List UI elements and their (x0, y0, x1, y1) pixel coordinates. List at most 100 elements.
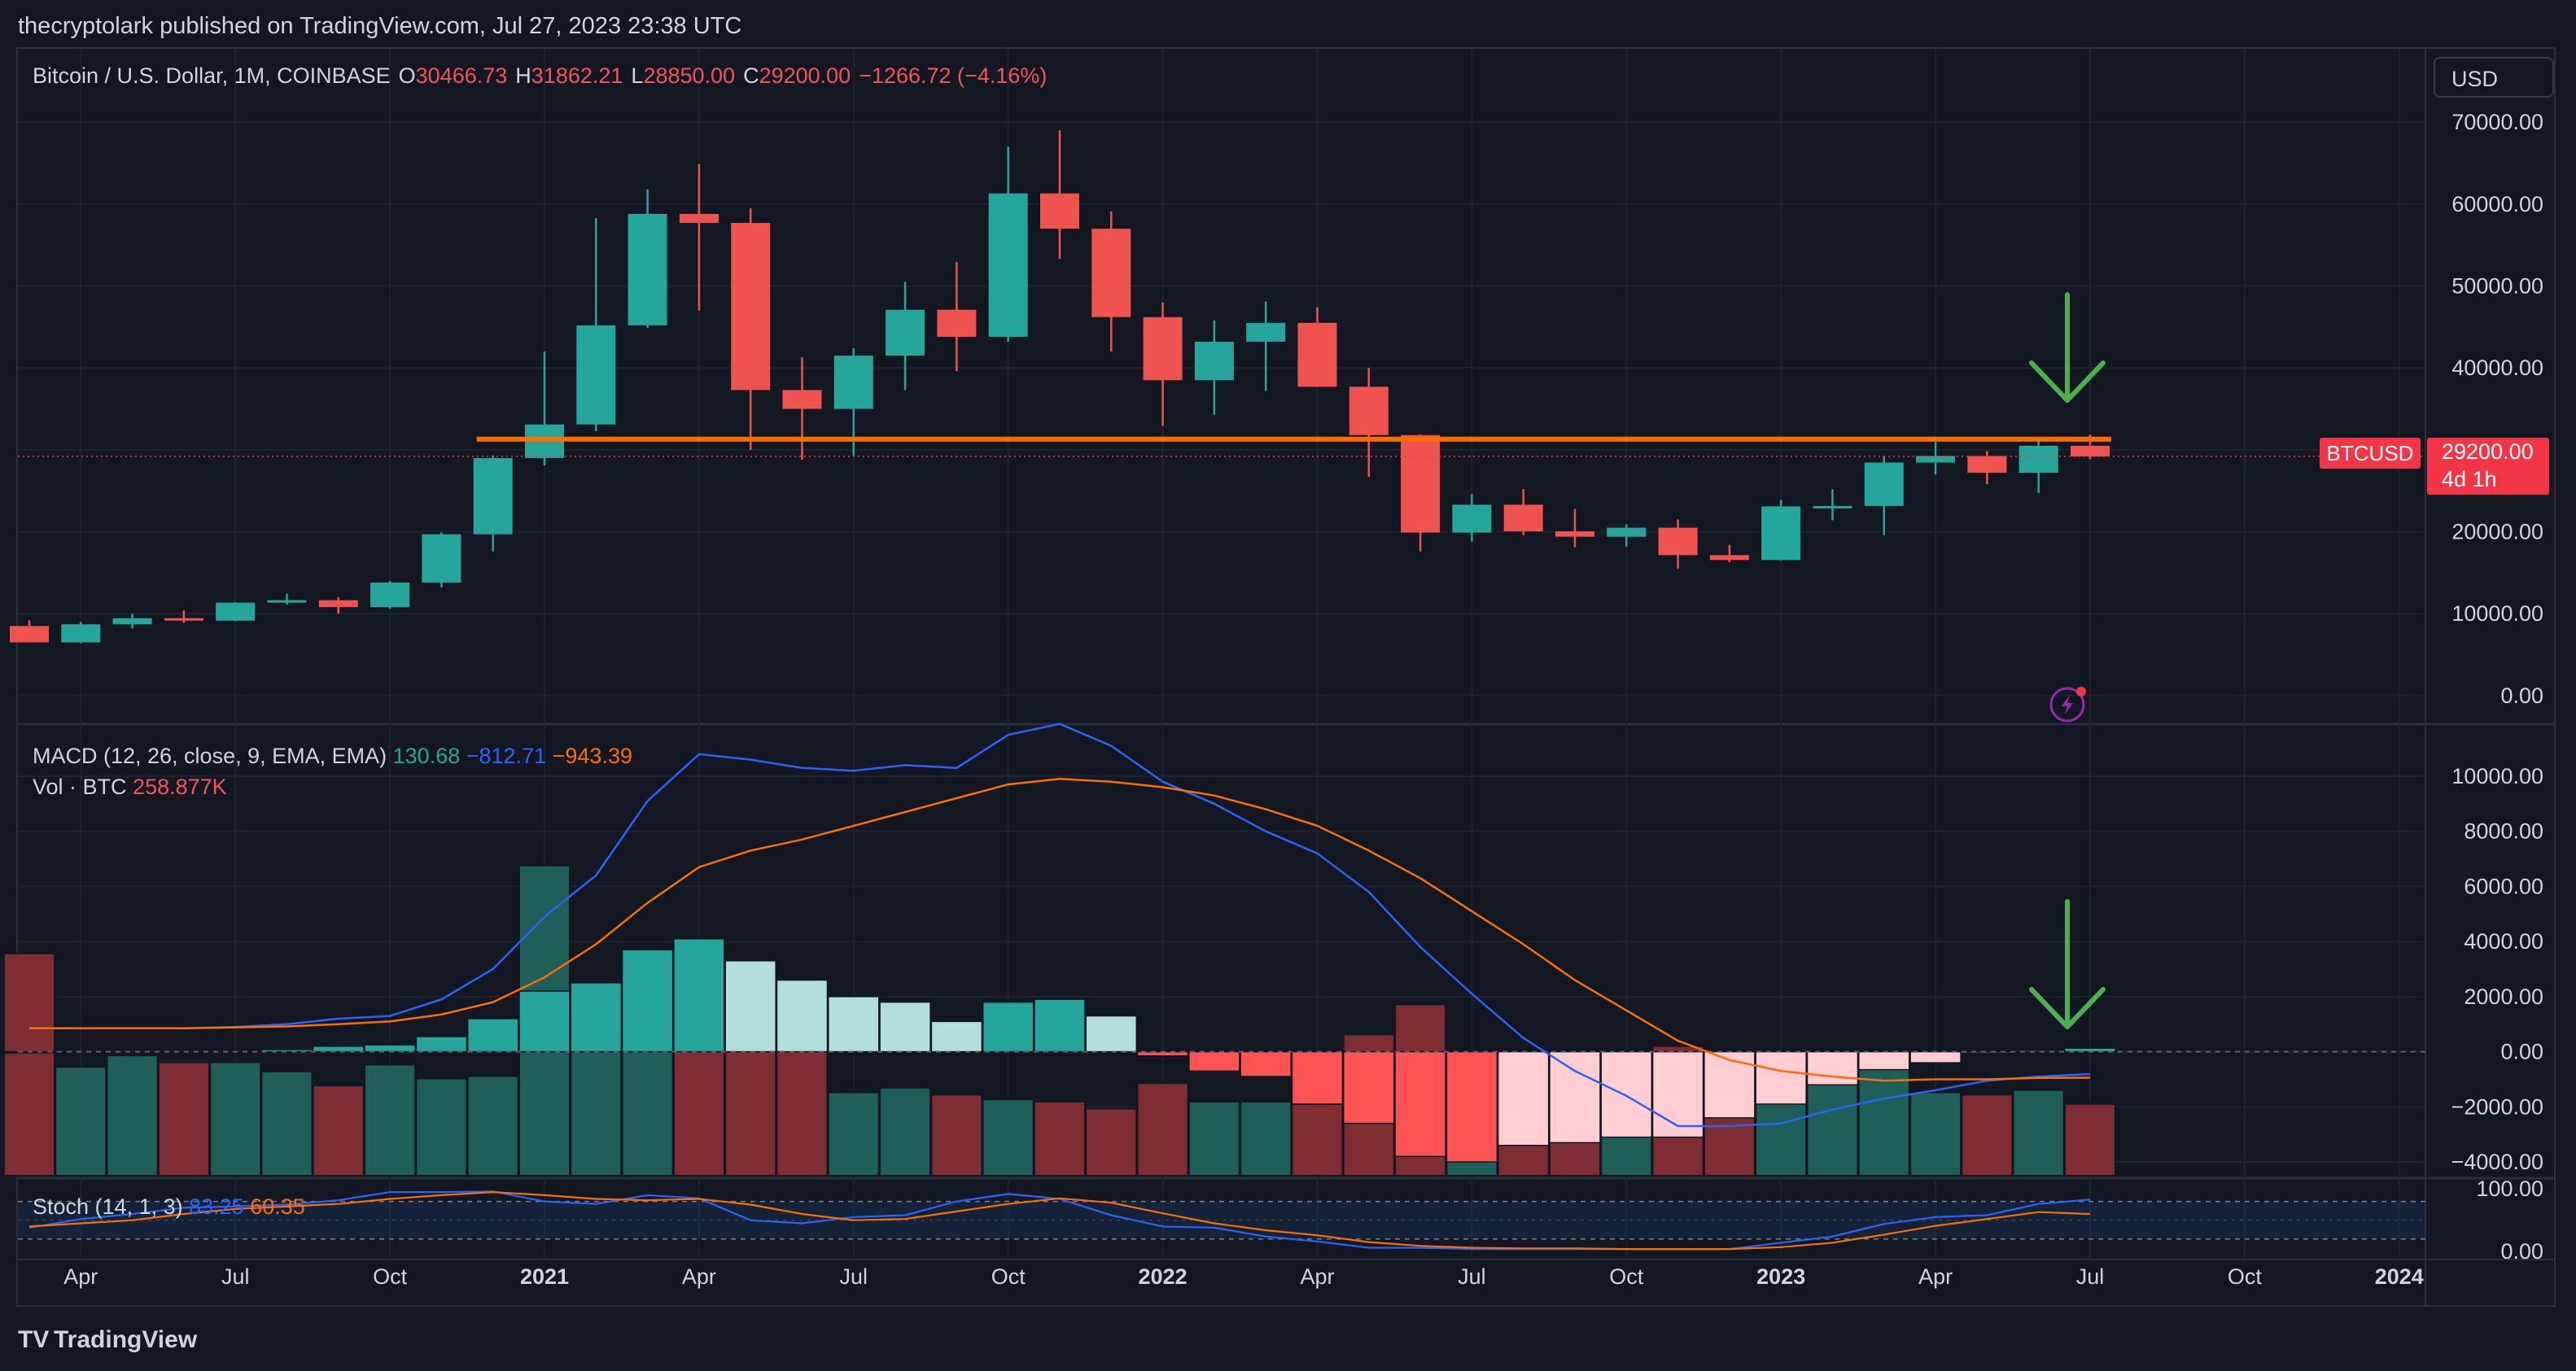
candle-body (628, 213, 667, 325)
macd-histogram-bar (415, 1036, 468, 1053)
time-axis-label: Jul (221, 1264, 250, 1289)
candle-body (1503, 504, 1543, 532)
candle-body (1401, 434, 1441, 533)
macd-histogram (3, 938, 2425, 1163)
candle-body (1967, 456, 2007, 474)
candle-body (937, 309, 977, 337)
volume-bar (364, 1063, 417, 1177)
volume-bar (157, 1061, 210, 1177)
macd-histogram-bar (621, 949, 674, 1053)
badge-ring (2049, 687, 2085, 723)
volume-bar (415, 1077, 468, 1177)
currency-button[interactable]: USD (2434, 57, 2554, 98)
high-label: H (515, 63, 531, 88)
candle-body (318, 600, 358, 608)
macd-histogram-bar (982, 1001, 1034, 1053)
macd-histogram-bar (1651, 1050, 1704, 1138)
time-axis-label: 2022 (1139, 1264, 1187, 1289)
candle-body (267, 600, 307, 603)
main-legend: Bitcoin / U.S. Dollar, 1M, COINBASE O3046… (33, 63, 1055, 89)
volume-bar (930, 1094, 983, 1177)
price-axis-label: 50000.00 (2451, 274, 2543, 299)
volume-bar (1291, 1102, 1344, 1177)
macd-histogram-bar (1188, 1050, 1240, 1072)
tradingview-logo[interactable]: TV TradingView (18, 1326, 197, 1354)
candle-body (2071, 445, 2110, 456)
candle-body (10, 626, 49, 643)
time-axis-label: Oct (373, 1264, 408, 1289)
time-axis-label: Oct (991, 1264, 1026, 1289)
overlays (18, 292, 2425, 1029)
time-axis-label: 2023 (1756, 1264, 1805, 1289)
volume-value: 258.877K (133, 775, 227, 799)
macd-axis-label: 0.00 (2500, 1040, 2543, 1064)
candle-body (1091, 229, 1131, 317)
price-tag-symbol: BTCUSD (2320, 438, 2421, 469)
candle-body (1916, 456, 1956, 463)
publisher-header: thecryptolark published on TradingView.c… (0, 0, 2576, 52)
macd-axis-label: 10000.00 (2451, 764, 2543, 788)
macd-histogram-bar (1034, 998, 1086, 1053)
candle-body (164, 618, 203, 621)
volume-bar (106, 1054, 159, 1177)
stoch-d-value: 60.35 (250, 1194, 305, 1219)
macd-histogram-bar (1806, 1050, 1859, 1085)
close-value: 29200.00 (759, 63, 851, 88)
time-axis-label: Apr (63, 1264, 98, 1289)
stoch-d-line (28, 1190, 2091, 1251)
stoch-axis-label: 100.00 (2476, 1177, 2543, 1201)
macd-histogram-bar (518, 990, 571, 1053)
open-label: O (398, 63, 416, 88)
candle-body (576, 325, 616, 425)
macd-histogram-bar (828, 996, 880, 1053)
volume-bar (1085, 1107, 1138, 1177)
down-arrow-icon (2029, 899, 2106, 1029)
time-axis-label: 2021 (520, 1264, 569, 1289)
candle-body (833, 356, 873, 409)
lightning-badge-icon (2049, 687, 2086, 723)
candle-body (1813, 505, 1852, 509)
time-axis-label: Jul (840, 1264, 868, 1289)
volume-bar (2012, 1089, 2065, 1177)
volume-bar (827, 1091, 880, 1177)
volume-label: Vol · BTC (33, 775, 127, 799)
candle-body (112, 618, 152, 625)
macd-histogram-bar (1291, 1050, 1344, 1105)
candle-body (1709, 555, 1749, 561)
time-axis-label: Oct (1609, 1264, 1644, 1289)
candle-body (2018, 445, 2058, 474)
volume-bar (312, 1085, 365, 1177)
volume-bar (260, 1071, 313, 1177)
macd-histogram-bar (1909, 1050, 1962, 1063)
time-axis-label: Apr (1918, 1264, 1953, 1289)
candle-body (679, 213, 719, 223)
volume-legend: Vol · BTC 258.877K (33, 775, 227, 800)
macd-histogram-bar (1755, 1050, 1807, 1105)
low-label: L (631, 63, 644, 88)
candle-body (1194, 341, 1234, 381)
open-value: 30466.73 (415, 63, 508, 88)
macd-histogram-bar (1240, 1050, 1292, 1077)
volume-bar (776, 1028, 829, 1177)
stoch-panel (18, 1190, 2425, 1251)
price-tag: 29200.00 4d 1h (2427, 438, 2549, 495)
volume-bar (982, 1098, 1034, 1177)
candle-body (1040, 193, 1079, 229)
time-axis-label: Jul (1458, 1264, 1486, 1289)
chart-frame (16, 47, 2556, 1307)
time-axis-label: Oct (2228, 1264, 2263, 1289)
macd-legend: MACD (12, 26, close, 9, EMA, EMA) 130.68… (33, 744, 632, 769)
price-axis-label: 70000.00 (2451, 110, 2543, 134)
volume-bar (466, 1075, 519, 1177)
volume-bar (55, 1066, 107, 1177)
stoch-label: Stoch (14, 1, 3) (33, 1194, 183, 1219)
macd-lines (29, 723, 2091, 1128)
volume-bar (1961, 1094, 2014, 1177)
macd-axis-label: −2000.00 (2451, 1094, 2543, 1119)
macd-histogram-bar (570, 982, 623, 1053)
footer: TV TradingView (0, 1307, 2576, 1371)
price-axis-label: 20000.00 (2451, 520, 2543, 544)
macd-histogram-bar (1858, 1050, 1910, 1071)
macd-histogram-bar (1343, 1050, 1395, 1124)
